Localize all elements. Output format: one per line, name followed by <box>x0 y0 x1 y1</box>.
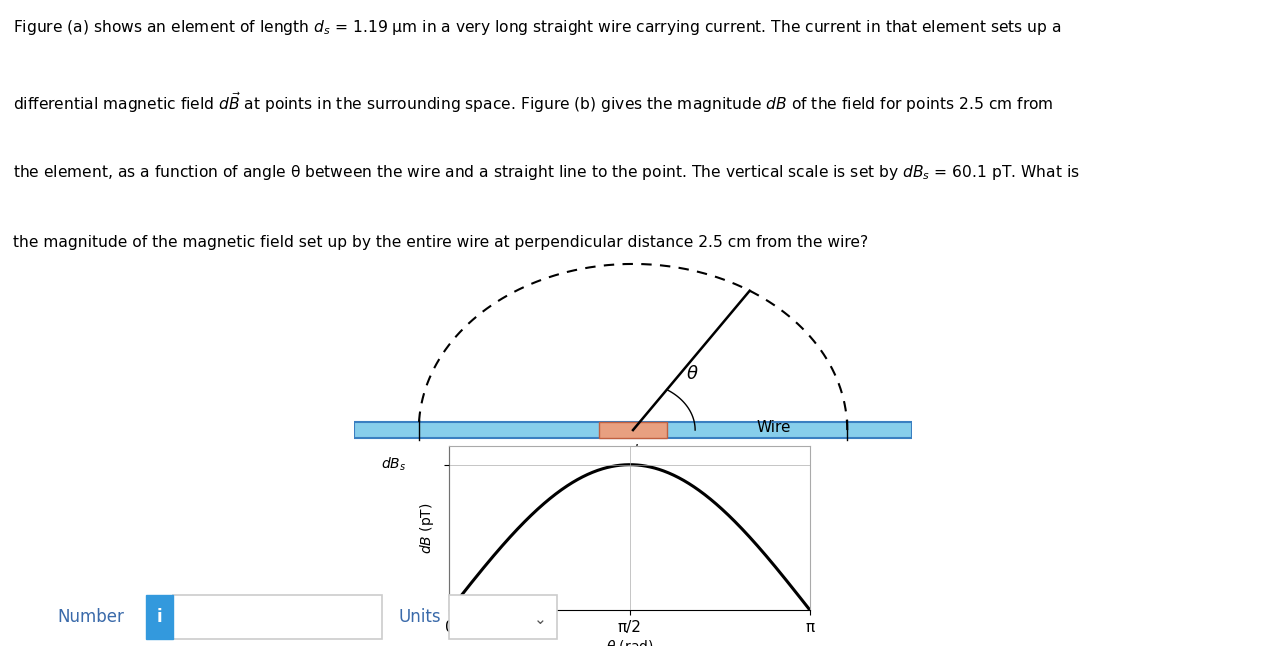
Text: Figure (a) shows an element of length $d_s$ = 1.19 μm in a very long straight wi: Figure (a) shows an element of length $d… <box>13 18 1061 37</box>
Text: Wire: Wire <box>756 420 791 435</box>
Text: the element, as a function of angle θ between the wire and a straight line to th: the element, as a function of angle θ be… <box>13 163 1080 182</box>
Text: i: i <box>157 608 162 626</box>
Text: the magnitude of the magnetic field set up by the entire wire at perpendicular d: the magnitude of the magnetic field set … <box>13 235 868 250</box>
Bar <box>599 422 667 439</box>
Text: Number: Number <box>57 608 124 626</box>
X-axis label: $\theta$ (rad): $\theta$ (rad) <box>606 638 653 646</box>
Text: differential magnetic field $d\vec{B}$ at points in the surrounding space. Figur: differential magnetic field $d\vec{B}$ a… <box>13 90 1053 114</box>
FancyBboxPatch shape <box>173 595 382 639</box>
Text: (a): (a) <box>623 462 643 477</box>
FancyBboxPatch shape <box>449 595 557 639</box>
FancyBboxPatch shape <box>146 595 173 639</box>
Y-axis label: $dB$ (pT): $dB$ (pT) <box>418 503 436 554</box>
Text: θ: θ <box>686 364 698 382</box>
Text: Units: Units <box>399 608 442 626</box>
Text: ⌄: ⌄ <box>534 612 547 627</box>
Bar <box>354 422 912 439</box>
Text: $ds$–: $ds$– <box>628 443 652 458</box>
Text: $dB_s$: $dB_s$ <box>381 456 406 474</box>
